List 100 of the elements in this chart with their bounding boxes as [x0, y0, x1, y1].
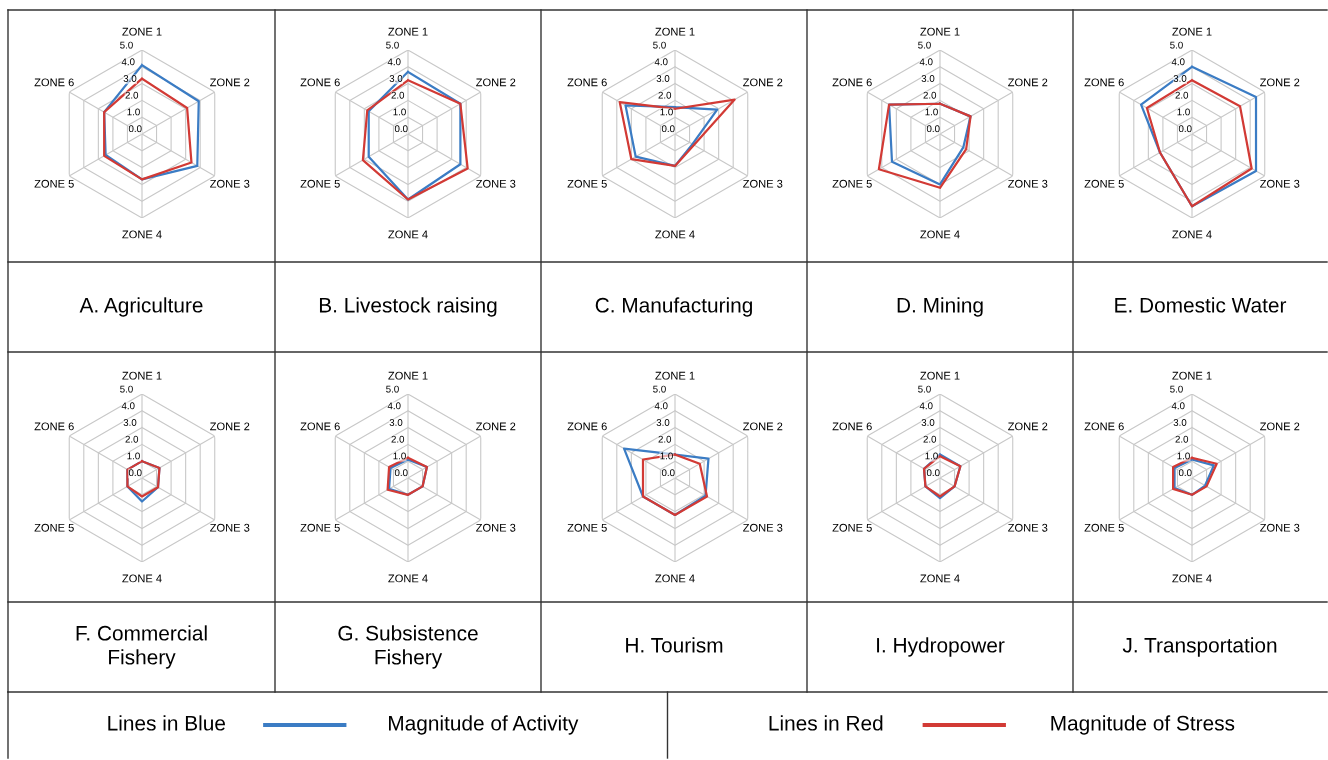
spoke-label: ZONE 5: [300, 523, 340, 532]
spoke-label: ZONE 6: [34, 422, 74, 431]
text: H. Tourism: [626, 637, 723, 653]
text: G. Subsistence Fishery: [338, 625, 478, 669]
spoke-label: ZONE 2: [1008, 78, 1048, 87]
y-tick-label: 4.0: [387, 402, 401, 410]
y-tick-label: 2.0: [658, 91, 672, 99]
spoke-label: ZONE 5: [567, 523, 607, 532]
spoke-label: ZONE 6: [832, 422, 872, 431]
y-tick-label: 5.0: [1170, 385, 1183, 393]
y-tick-label: 2.0: [391, 91, 405, 99]
y-tick-label: 4.0: [387, 58, 401, 66]
y-tick-label: 0.0: [128, 469, 142, 477]
spoke-label: ZONE 2: [1260, 78, 1300, 87]
y-tick-label: 2.0: [125, 91, 139, 99]
y-tick-label: 3.0: [921, 75, 935, 82]
y-tick-label: 3.0: [656, 75, 670, 82]
y-tick-label: 1.0: [660, 452, 673, 460]
spoke-label: ZONE 6: [300, 422, 340, 431]
y-tick-label: 0.0: [926, 125, 940, 133]
y-tick-label: 2.0: [125, 435, 139, 443]
spoke-label: ZONE 6: [832, 78, 872, 87]
spoke-label: ZONE 3: [210, 523, 250, 532]
y-tick-label: 3.0: [389, 419, 403, 426]
spoke-label: ZONE 4: [1172, 574, 1212, 583]
y-tick-label: 2.0: [1175, 91, 1189, 99]
spoke-label: ZONE 2: [210, 422, 250, 431]
y-tick-label: 1.0: [393, 452, 406, 460]
y-tick-label: 1.0: [1177, 452, 1190, 460]
text: J. Transportation: [1122, 637, 1277, 657]
spoke-label: ZONE 4: [388, 574, 428, 583]
y-tick-label: 3.0: [389, 75, 403, 82]
spoke-label: ZONE 6: [567, 78, 607, 87]
spoke-label: ZONE 5: [567, 179, 607, 188]
y-tick-label: 0.0: [394, 469, 408, 477]
spoke-label: ZONE 2: [1260, 422, 1300, 431]
y-tick-label: 0.0: [1178, 125, 1192, 133]
spoke-label: ZONE 3: [1260, 523, 1300, 532]
spoke-label: ZONE 3: [743, 179, 783, 188]
y-tick-label: 5.0: [120, 385, 133, 393]
spoke-label: ZONE 6: [567, 422, 607, 431]
text: F. Commercial Fishery: [76, 625, 207, 669]
y-tick-label: 5.0: [653, 41, 666, 49]
spoke-label: ZONE 1: [920, 371, 960, 380]
legend-label: Magnitude of Activity: [389, 715, 579, 735]
spoke-label: ZONE 3: [476, 179, 516, 188]
y-tick-label: 2.0: [923, 435, 937, 443]
spoke-label: ZONE 4: [122, 230, 162, 239]
y-tick-label: 5.0: [386, 41, 399, 49]
y-tick-label: 4.0: [121, 402, 135, 410]
spoke-label: ZONE 3: [1008, 179, 1048, 188]
spoke-label: ZONE 2: [476, 422, 516, 431]
y-tick-label: 3.0: [123, 75, 137, 82]
spoke-label: ZONE 1: [655, 371, 695, 380]
y-tick-label: 3.0: [656, 419, 670, 426]
spoke-label: ZONE 2: [743, 422, 783, 431]
y-tick-label: 5.0: [653, 385, 666, 393]
spoke-label: ZONE 5: [34, 523, 74, 532]
y-tick-label: 5.0: [918, 41, 931, 49]
text: C. Manufacturing: [595, 297, 752, 317]
spoke-label: ZONE 1: [122, 371, 162, 380]
spoke-label: ZONE 2: [476, 78, 516, 87]
spoke-label: ZONE 4: [920, 230, 960, 239]
spoke-label: ZONE 4: [1172, 230, 1212, 239]
y-tick-label: 2.0: [923, 91, 937, 99]
spoke-label: ZONE 4: [388, 230, 428, 239]
y-tick-label: 4.0: [919, 58, 933, 66]
spoke-label: ZONE 1: [122, 27, 162, 36]
y-tick-label: 4.0: [1171, 402, 1185, 410]
y-tick-label: 3.0: [123, 419, 137, 426]
spoke-label: ZONE 4: [655, 574, 695, 583]
y-tick-label: 1.0: [127, 452, 140, 460]
y-tick-label: 0.0: [128, 125, 142, 133]
spoke-label: ZONE 3: [210, 179, 250, 188]
spoke-label: ZONE 6: [1084, 422, 1124, 431]
y-tick-label: 0.0: [394, 125, 408, 133]
spoke-label: ZONE 6: [300, 78, 340, 87]
spoke-label: ZONE 6: [34, 78, 74, 87]
text: E. Domestic Water: [1115, 297, 1287, 313]
y-tick-label: 1.0: [127, 108, 140, 116]
spoke-label: ZONE 5: [1084, 523, 1124, 532]
y-tick-label: 0.0: [661, 469, 675, 477]
y-tick-label: 0.0: [1178, 469, 1192, 477]
spoke-label: ZONE 2: [210, 78, 250, 87]
y-tick-label: 2.0: [391, 435, 405, 443]
text: Lines in Blue: [108, 715, 225, 731]
y-tick-label: 2.0: [658, 435, 672, 443]
y-tick-label: 3.0: [1173, 75, 1187, 82]
y-tick-label: 1.0: [1177, 108, 1190, 116]
text: Lines in Red: [769, 715, 883, 731]
y-tick-label: 2.0: [1175, 435, 1189, 443]
spoke-label: ZONE 1: [388, 371, 428, 380]
spoke-label: ZONE 3: [743, 523, 783, 532]
spoke-label: ZONE 4: [122, 574, 162, 583]
y-tick-label: 1.0: [925, 452, 938, 460]
spoke-label: ZONE 5: [832, 523, 872, 532]
spoke-label: ZONE 2: [743, 78, 783, 87]
spoke-label: ZONE 5: [34, 179, 74, 188]
spoke-label: ZONE 2: [1008, 422, 1048, 431]
y-tick-label: 1.0: [925, 108, 938, 116]
